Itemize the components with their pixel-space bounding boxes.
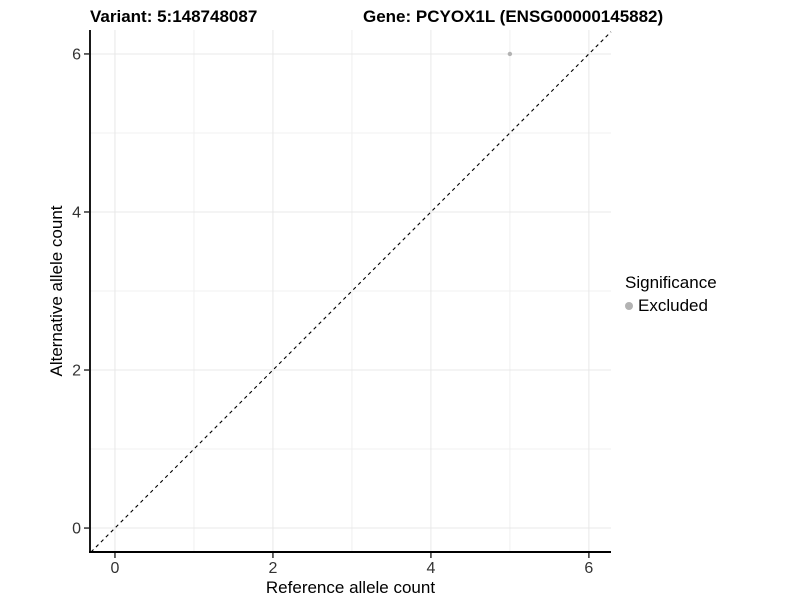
x-tick-label: 4 xyxy=(426,560,435,577)
legend-item: Excluded xyxy=(625,296,717,315)
legend-item-label: Excluded xyxy=(638,296,708,315)
legend: Significance Excluded xyxy=(625,273,717,315)
x-tick-label: 0 xyxy=(111,560,120,577)
y-tick-label: 0 xyxy=(72,521,81,538)
y-tick-label: 6 xyxy=(72,46,81,63)
y-axis-title: Alternative allele count xyxy=(47,205,66,377)
legend-items: Excluded xyxy=(625,296,717,315)
identity-line xyxy=(90,31,612,553)
x-tick-label: 6 xyxy=(584,560,593,577)
y-tick-label: 4 xyxy=(72,204,81,221)
x-tick-label: 2 xyxy=(268,560,277,577)
gene-title: Gene: PCYOX1L (ENSG00000145882) xyxy=(363,7,664,26)
variant-title: Variant: 5:148748087 xyxy=(90,7,258,26)
x-axis-title: Reference allele count xyxy=(265,578,436,597)
legend-key-dot-icon xyxy=(625,301,633,310)
y-tick-label: 2 xyxy=(72,363,81,380)
data-point xyxy=(507,51,513,57)
legend-title: Significance xyxy=(625,273,717,292)
